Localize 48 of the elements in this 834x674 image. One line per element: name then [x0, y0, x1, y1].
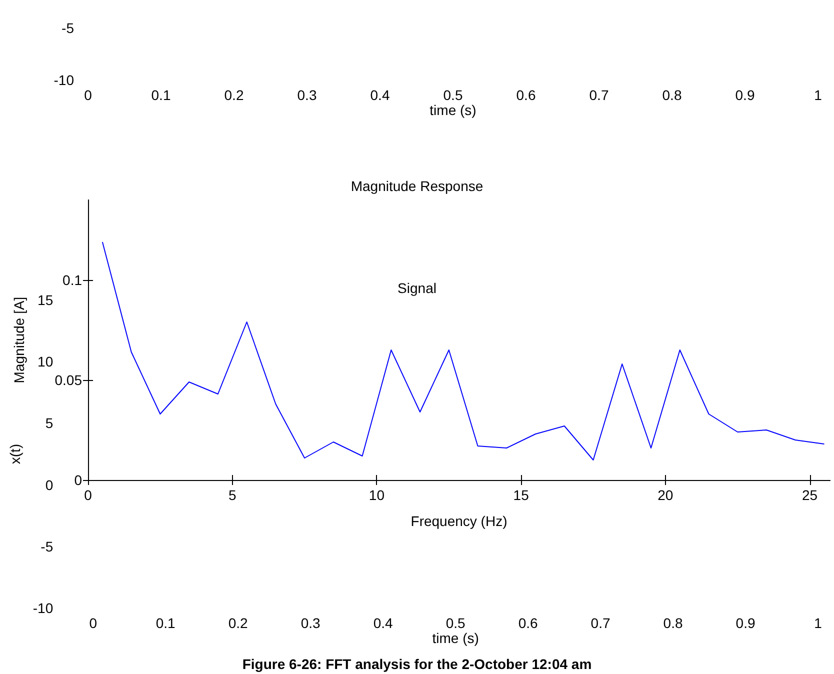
line-series	[102, 242, 825, 460]
y-tick-label: 10	[38, 354, 54, 370]
y-axis-title: x(t)	[7, 444, 23, 464]
x-tick-label: 0.3	[300, 615, 321, 631]
y-tick-label: 15	[38, 292, 54, 308]
x-tick-label: 5	[228, 487, 236, 503]
x-axis-title: time (s)	[432, 630, 479, 646]
x-tick-label: 0.7	[589, 87, 609, 103]
x-tick-label: 0.2	[224, 87, 244, 103]
x-tick-label: 0.1	[151, 87, 171, 103]
x-tick-label: 0.7	[590, 615, 610, 631]
x-tick-label: 25	[802, 487, 818, 503]
y-tick-label: 0.05	[54, 372, 82, 388]
x-tick-label: 0.6	[516, 87, 536, 103]
chart-title: Magnitude Response	[350, 178, 484, 194]
x-tick-label: 0.3	[297, 87, 317, 103]
x-tick-label: 0.4	[373, 615, 394, 631]
x-tick-label: 0.2	[228, 615, 248, 631]
y-tick-label: 5	[45, 415, 54, 432]
y-tick-label: 0.1	[62, 272, 82, 288]
x-tick-label: 10	[368, 487, 385, 503]
x-tick-label: 15	[513, 487, 530, 503]
x-tick-label: 0.5	[443, 87, 463, 103]
x-tick-label: 1	[814, 615, 822, 631]
y-tick-label: 0	[74, 472, 82, 488]
y-tick-label: -10	[54, 72, 74, 88]
chart-title: Signal	[398, 280, 436, 296]
x-tick-label: 0	[84, 487, 92, 503]
x-tick-label: 0.1	[156, 615, 176, 631]
y-tick-label: 0	[45, 476, 54, 493]
x-tick-label: 0	[84, 87, 92, 103]
x-tick-label: 1	[814, 87, 822, 103]
x-tick-label: 0.8	[662, 87, 682, 103]
x-tick-label: 0.6	[518, 615, 538, 631]
x-tick-label: 20	[658, 487, 674, 503]
x-tick-label: 0	[89, 615, 98, 631]
y-tick-label: -5	[62, 20, 74, 36]
x-tick-label: 0.5	[446, 615, 466, 631]
x-tick-label: 0.9	[736, 615, 756, 631]
x-tick-label: 0.8	[663, 615, 683, 631]
x-tick-label: 0.4	[370, 87, 390, 103]
y-tick-label: -5	[40, 538, 54, 554]
y-axis-title: Magnitude [A]	[11, 296, 27, 384]
caption: Figure 6-26: FFT analysis for the 2-October 12:04 am	[241, 656, 593, 672]
x-axis-title: Frequency (Hz)	[410, 513, 508, 529]
x-tick-label: 0.9	[735, 87, 755, 103]
x-axis-title: time (s)	[430, 102, 476, 118]
y-tick-label: -10	[32, 600, 54, 616]
